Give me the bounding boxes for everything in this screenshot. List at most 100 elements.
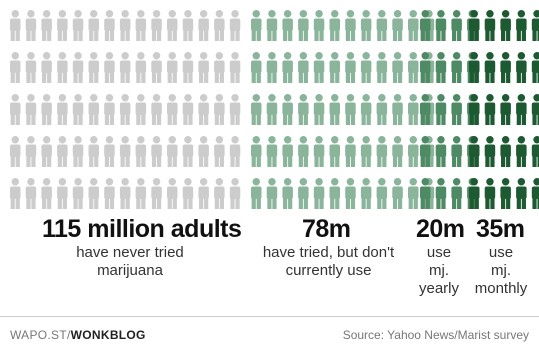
person-icon	[360, 10, 372, 41]
person-icon	[360, 178, 372, 209]
person-icon	[57, 94, 68, 125]
person-icon	[25, 52, 37, 83]
person-icon	[313, 178, 325, 209]
footer-site-name: WONKBLOG	[70, 328, 146, 342]
person-icon	[313, 94, 325, 125]
person-icon	[435, 10, 447, 41]
group-2-description: have tried, but don't currently use	[256, 244, 401, 280]
person-icon	[469, 136, 480, 167]
footer-source: Source: Yahoo News/Marist survey	[342, 328, 529, 342]
person-icon	[41, 178, 52, 209]
person-icon	[484, 94, 496, 125]
person-icon	[451, 10, 462, 41]
person-icon	[214, 136, 225, 167]
person-icon	[198, 94, 209, 125]
person-icon	[41, 94, 52, 125]
person-icon	[531, 52, 539, 83]
person-icon	[376, 52, 388, 83]
person-icon	[167, 10, 178, 41]
person-icon	[88, 94, 99, 125]
person-icon	[376, 178, 388, 209]
person-icon	[392, 178, 403, 209]
group-1-value: 115 million adults	[42, 215, 242, 243]
person-icon	[282, 52, 293, 83]
person-icon	[420, 10, 431, 41]
person-icon	[345, 52, 356, 83]
group-3-description-line: mj.	[429, 262, 449, 279]
group-3-description-line: yearly	[418, 280, 459, 297]
person-icon	[214, 178, 225, 209]
person-icon	[88, 10, 99, 41]
person-icon	[531, 136, 539, 167]
group-4-description-line: use	[488, 244, 514, 261]
person-icon	[198, 52, 209, 83]
person-icon	[469, 10, 480, 41]
person-icon	[10, 94, 21, 125]
person-icon	[451, 52, 462, 83]
person-icon	[151, 52, 162, 83]
person-icon	[251, 136, 262, 167]
person-icon	[182, 10, 194, 41]
person-icon	[25, 136, 37, 167]
person-icon	[408, 10, 419, 41]
person-icon	[516, 178, 527, 209]
person-icon	[41, 136, 52, 167]
person-icon	[266, 178, 278, 209]
person-icon	[392, 94, 403, 125]
person-icon	[282, 94, 293, 125]
person-icon	[251, 178, 262, 209]
person-icon	[329, 52, 340, 83]
person-icon	[531, 10, 539, 41]
group-1-description-line: marijuana	[97, 262, 163, 279]
person-icon	[41, 52, 52, 83]
person-icon	[57, 178, 68, 209]
person-icon	[345, 94, 356, 125]
person-icon	[408, 94, 419, 125]
person-icon	[182, 52, 194, 83]
person-icon	[182, 178, 194, 209]
person-icon	[484, 10, 496, 41]
group-1-description-line: have never tried	[76, 244, 184, 261]
footer-site-prefix: WAPO.ST/	[10, 328, 71, 342]
person-icon	[500, 178, 511, 209]
person-icon	[72, 178, 84, 209]
person-icon	[119, 52, 131, 83]
person-icon	[345, 10, 356, 41]
person-icon	[420, 136, 431, 167]
person-icon	[484, 178, 496, 209]
person-icon	[420, 94, 431, 125]
person-icon	[500, 136, 511, 167]
person-icon	[435, 136, 447, 167]
group-3-description-line: use	[426, 244, 452, 261]
person-icon	[329, 178, 340, 209]
person-icon	[500, 52, 511, 83]
person-icon	[420, 52, 431, 83]
person-icon	[451, 178, 462, 209]
person-icon	[72, 94, 84, 125]
person-icon	[469, 52, 480, 83]
group-2-description-line: have tried, but don't	[262, 244, 395, 261]
person-icon	[151, 10, 162, 41]
person-icon	[151, 136, 162, 167]
person-icon	[198, 178, 209, 209]
person-icon	[329, 10, 340, 41]
person-icon	[167, 178, 178, 209]
person-icon	[25, 178, 37, 209]
person-icon	[408, 136, 419, 167]
person-icon	[360, 52, 372, 83]
person-icon	[435, 94, 447, 125]
person-icon	[392, 10, 403, 41]
person-icon	[376, 94, 388, 125]
person-icon	[57, 136, 68, 167]
person-icon	[167, 94, 178, 125]
person-icon	[435, 178, 447, 209]
person-icon	[167, 136, 178, 167]
person-icon	[10, 10, 21, 41]
person-icon	[298, 10, 309, 41]
person-icon	[251, 94, 262, 125]
person-icon	[214, 52, 225, 83]
person-icon	[531, 94, 539, 125]
person-icon	[469, 94, 480, 125]
person-icon	[182, 136, 194, 167]
person-icon	[484, 52, 496, 83]
